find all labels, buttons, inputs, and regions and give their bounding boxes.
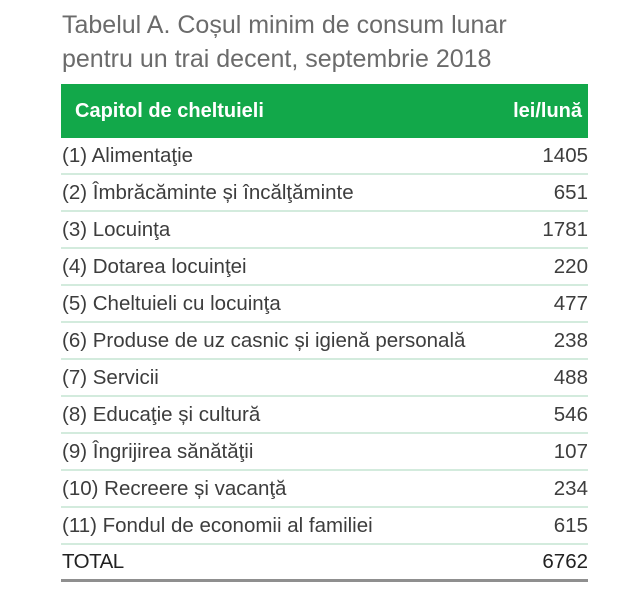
title-line-1: Tabelul A. Coșul minim de consum lunar: [62, 11, 507, 39]
table-header: Capitol de cheltuieli lei/lună: [61, 84, 588, 138]
table-row: (10) Recreere și vacanţă 234: [61, 471, 588, 508]
table-row: (2) Îmbrăcăminte și încălţăminte 651: [61, 175, 588, 212]
row-label: (9) Îngrijirea sănătăţii: [62, 439, 254, 463]
table-row: (1) Alimentaţie 1405: [61, 138, 588, 175]
row-label: (3) Locuinţa: [62, 217, 171, 241]
row-label: (5) Cheltuieli cu locuinţa: [62, 291, 281, 315]
row-label: (7) Servicii: [62, 365, 159, 389]
row-label: (6) Produse de uz casnic și igienă perso…: [62, 328, 466, 352]
row-value: 234: [553, 476, 588, 500]
table-row: (11) Fondul de economii al familiei 615: [61, 508, 588, 545]
row-value: 1781: [542, 217, 588, 241]
header-unit: lei/lună: [513, 99, 582, 122]
table-row: (4) Dotarea locuinţei 220: [61, 249, 588, 286]
row-value: 651: [553, 180, 588, 204]
table-row: (6) Produse de uz casnic și igienă perso…: [61, 323, 588, 360]
row-label: (10) Recreere și vacanţă: [62, 476, 287, 500]
row-label: (4) Dotarea locuinţei: [62, 254, 247, 278]
table-title: Tabelul A. Coșul minim de consum lunar p…: [62, 8, 602, 76]
expense-table: Capitol de cheltuieli lei/lună (1) Alime…: [61, 84, 588, 582]
row-label: (1) Alimentaţie: [62, 143, 194, 167]
table-row: (3) Locuinţa 1781: [61, 212, 588, 249]
row-value: 546: [553, 402, 588, 426]
row-value: 615: [553, 513, 588, 537]
total-value: 6762: [542, 550, 588, 573]
row-value: 220: [553, 254, 588, 278]
header-category: Capitol de cheltuieli: [75, 99, 264, 122]
table-row: (5) Cheltuieli cu locuinţa 477: [61, 286, 588, 323]
row-label: (2) Îmbrăcăminte și încălţăminte: [62, 180, 354, 204]
row-value: 107: [553, 439, 588, 463]
row-value: 488: [553, 365, 588, 389]
row-value: 1405: [542, 143, 588, 167]
table-row: (7) Servicii 488: [61, 360, 588, 397]
total-row: TOTAL 6762: [61, 545, 588, 582]
row-label: (11) Fondul de economii al familiei: [62, 513, 373, 537]
row-label: (8) Educaţie și cultură: [62, 402, 261, 426]
title-line-2: pentru un trai decent, septembrie 2018: [62, 45, 492, 73]
row-value: 477: [553, 291, 588, 315]
table-row: (9) Îngrijirea sănătăţii 107: [61, 434, 588, 471]
total-label: TOTAL: [62, 550, 124, 573]
table-row: (8) Educaţie și cultură 546: [61, 397, 588, 434]
row-value: 238: [553, 328, 588, 352]
